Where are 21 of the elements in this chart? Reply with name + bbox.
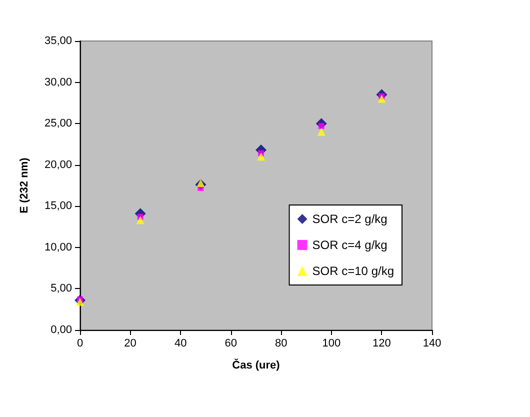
x-tick-label: 80 xyxy=(275,338,288,350)
legend-label: SOR c=4 g/kg xyxy=(312,238,388,252)
x-tick-label: 120 xyxy=(372,338,391,350)
x-tick-label: 60 xyxy=(224,338,237,350)
y-tick-label: 5,00 xyxy=(50,282,72,295)
y-tick-label: 0,00 xyxy=(50,324,72,336)
x-tick-label: 100 xyxy=(322,338,341,350)
y-tick-label: 35,00 xyxy=(44,35,72,47)
y-tick-label: 30,00 xyxy=(44,76,72,88)
y-tick-label: 20,00 xyxy=(44,158,72,171)
y-tick-label: 15,00 xyxy=(44,200,72,212)
x-tick-label: 40 xyxy=(174,338,187,350)
x-tick-label: 20 xyxy=(124,338,136,350)
legend-label: SOR c=2 g/kg xyxy=(312,212,388,226)
y-tick-label: 10,00 xyxy=(44,241,72,254)
y-tick-label: 25,00 xyxy=(44,118,72,130)
x-tick-label: 140 xyxy=(422,338,442,350)
legend-label: SOR c=10 g/kg xyxy=(312,264,394,278)
x-axis-title: Čas (ure) xyxy=(232,358,280,372)
x-tick-label: 0 xyxy=(76,338,84,350)
y-axis-title: E (232 nm) xyxy=(18,157,30,214)
